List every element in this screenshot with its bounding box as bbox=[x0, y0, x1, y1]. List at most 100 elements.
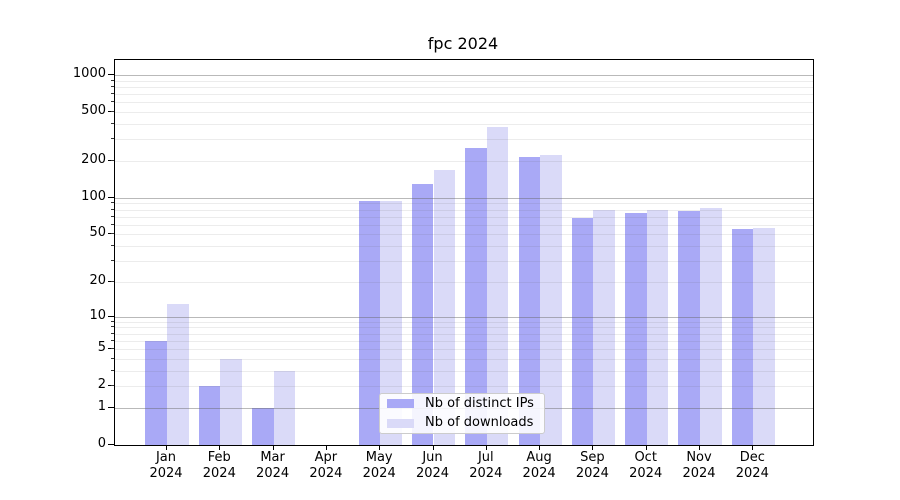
y-axis-tick bbox=[108, 196, 114, 198]
bar-downloads bbox=[753, 227, 775, 445]
bar-downloads bbox=[646, 209, 669, 445]
x-axis-tick bbox=[485, 445, 487, 450]
x-tick-month: Dec bbox=[739, 450, 765, 465]
x-tick-year: 2024 bbox=[682, 466, 716, 481]
x-axis-tick bbox=[752, 445, 754, 450]
y-axis-tick bbox=[108, 315, 114, 317]
legend-label: Nb of distinct IPs bbox=[425, 395, 534, 411]
y-axis-minor-tick bbox=[111, 245, 114, 247]
y-axis-minor-tick bbox=[111, 202, 114, 204]
y-axis-tick-label: 500 bbox=[81, 103, 106, 119]
y-axis-minor-tick bbox=[111, 208, 114, 210]
y-axis-tick-label: 1000 bbox=[72, 65, 106, 81]
x-axis-tick-label: Apr 2024 bbox=[298, 450, 354, 482]
x-axis-tick-label: Sep 2024 bbox=[564, 450, 620, 482]
x-tick-year: 2024 bbox=[309, 466, 343, 481]
gridline-minor bbox=[115, 333, 813, 335]
bar-downloads bbox=[380, 201, 402, 445]
x-axis-tick-label: Jun 2024 bbox=[405, 450, 461, 482]
x-tick-month: Aug bbox=[526, 450, 552, 465]
bar-distinct-ips bbox=[145, 340, 167, 445]
x-axis-tick-label: Jan 2024 bbox=[138, 450, 194, 482]
gridline-minor bbox=[115, 261, 813, 263]
gridline-minor bbox=[115, 234, 813, 236]
y-axis-minor-tick bbox=[111, 369, 114, 371]
gridline-minor bbox=[115, 203, 813, 205]
bar-downloads bbox=[593, 209, 615, 445]
y-axis-minor-tick bbox=[111, 85, 114, 87]
y-axis-tick-label: 1 bbox=[97, 398, 106, 414]
chart-title: fpc 2024 bbox=[427, 34, 499, 53]
x-tick-year: 2024 bbox=[256, 466, 290, 481]
legend-swatch-downloads bbox=[387, 418, 414, 428]
x-tick-month: Oct bbox=[634, 450, 657, 465]
y-axis-tick bbox=[108, 444, 114, 445]
y-axis-minor-tick bbox=[111, 357, 114, 359]
gridline-minor bbox=[115, 370, 813, 372]
x-axis-tick bbox=[539, 445, 541, 450]
x-axis-tick bbox=[325, 445, 327, 450]
x-axis-tick-label: Nov 2024 bbox=[671, 450, 727, 482]
x-axis-tick bbox=[219, 445, 221, 450]
gridline-minor bbox=[115, 209, 813, 211]
x-tick-year: 2024 bbox=[202, 466, 236, 481]
x-tick-year: 2024 bbox=[362, 466, 396, 481]
x-tick-year: 2024 bbox=[149, 466, 183, 481]
x-axis-tick-label: Dec 2024 bbox=[724, 450, 780, 482]
gridline-minor bbox=[115, 349, 813, 351]
legend-label: Nb of downloads bbox=[425, 415, 534, 431]
gridline-minor bbox=[115, 86, 813, 88]
gridline-minor bbox=[115, 102, 813, 104]
legend-swatch-distinct-ips bbox=[387, 399, 414, 409]
gridline-major bbox=[115, 74, 813, 76]
bar-distinct-ips bbox=[198, 386, 221, 445]
y-axis-minor-tick bbox=[111, 79, 114, 81]
y-axis-minor-tick bbox=[111, 138, 114, 140]
x-tick-year: 2024 bbox=[415, 466, 450, 481]
x-axis-tick bbox=[645, 445, 647, 450]
x-tick-month: May bbox=[365, 450, 393, 465]
bar-downloads bbox=[486, 126, 509, 445]
gridline-minor bbox=[115, 246, 813, 248]
x-tick-month: Jan bbox=[155, 450, 177, 465]
bar-distinct-ips bbox=[625, 213, 647, 445]
bar-distinct-ips bbox=[678, 210, 700, 445]
x-tick-year: 2024 bbox=[522, 466, 556, 481]
x-tick-month: Jul bbox=[477, 450, 494, 465]
gridline-minor bbox=[115, 123, 813, 125]
x-axis-tick-label: Aug 2024 bbox=[511, 450, 567, 482]
y-axis-minor-tick bbox=[111, 385, 114, 387]
gridline-minor bbox=[115, 160, 813, 162]
x-axis-tick-label: Oct 2024 bbox=[618, 450, 674, 482]
gridline-minor bbox=[115, 112, 813, 114]
y-axis-minor-tick bbox=[111, 101, 114, 103]
bar-distinct-ips bbox=[252, 407, 274, 445]
x-axis-tick bbox=[592, 445, 594, 450]
y-axis-tick-label: 10 bbox=[89, 307, 106, 323]
bar-distinct-ips bbox=[571, 218, 594, 445]
legend: Nb of distinct IPs Nb of downloads bbox=[379, 393, 545, 434]
gridline-minor bbox=[115, 224, 813, 226]
x-tick-year: 2024 bbox=[629, 466, 663, 481]
x-tick-month: Sep bbox=[580, 450, 605, 465]
x-tick-year: 2024 bbox=[575, 466, 609, 481]
gridline-major bbox=[115, 197, 813, 199]
gridline-minor bbox=[115, 358, 813, 360]
y-axis-minor-tick bbox=[111, 320, 114, 322]
x-axis-tick bbox=[699, 445, 700, 450]
x-axis-tick bbox=[272, 445, 274, 450]
y-axis-minor-tick bbox=[111, 122, 114, 124]
bar-distinct-ips bbox=[411, 183, 434, 445]
y-axis-tick-label: 20 bbox=[89, 272, 106, 288]
y-axis-tick bbox=[108, 406, 114, 408]
bar-downloads bbox=[540, 154, 562, 445]
gridline-minor bbox=[115, 216, 813, 218]
y-axis-minor-tick bbox=[111, 332, 114, 334]
y-axis-tick-label: 50 bbox=[89, 225, 106, 241]
y-axis-minor-tick bbox=[111, 348, 114, 350]
y-axis-minor-tick bbox=[111, 215, 114, 217]
y-axis-minor-tick bbox=[111, 111, 114, 113]
gridline-minor bbox=[115, 139, 813, 141]
gridline-minor bbox=[115, 80, 813, 82]
